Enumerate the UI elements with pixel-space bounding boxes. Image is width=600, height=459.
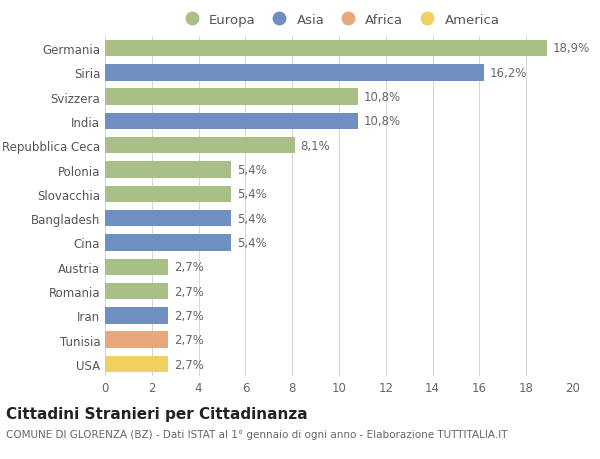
Text: 2,7%: 2,7%: [174, 309, 204, 322]
Text: 5,4%: 5,4%: [237, 164, 267, 177]
Bar: [105, 40, 547, 57]
Text: 5,4%: 5,4%: [237, 188, 267, 201]
Bar: [105, 65, 484, 81]
Text: 2,7%: 2,7%: [174, 285, 204, 298]
Text: 10,8%: 10,8%: [364, 115, 401, 128]
Text: 10,8%: 10,8%: [364, 91, 401, 104]
Text: 2,7%: 2,7%: [174, 261, 204, 274]
Bar: [105, 210, 232, 227]
Bar: [105, 332, 168, 348]
Text: 2,7%: 2,7%: [174, 334, 204, 347]
Bar: [105, 89, 358, 106]
Bar: [105, 113, 358, 130]
Bar: [105, 162, 232, 179]
Legend: Europa, Asia, Africa, America: Europa, Asia, Africa, America: [179, 14, 499, 27]
Bar: [105, 308, 168, 324]
Text: COMUNE DI GLORENZA (BZ) - Dati ISTAT al 1° gennaio di ogni anno - Elaborazione T: COMUNE DI GLORENZA (BZ) - Dati ISTAT al …: [6, 429, 508, 439]
Bar: [105, 356, 168, 373]
Bar: [105, 283, 168, 300]
Bar: [105, 138, 295, 154]
Text: 2,7%: 2,7%: [174, 358, 204, 371]
Text: 16,2%: 16,2%: [490, 67, 527, 79]
Text: 8,1%: 8,1%: [301, 140, 330, 152]
Text: 5,4%: 5,4%: [237, 212, 267, 225]
Text: 5,4%: 5,4%: [237, 236, 267, 249]
Text: 18,9%: 18,9%: [553, 42, 590, 56]
Bar: [105, 259, 168, 275]
Bar: [105, 186, 232, 203]
Text: Cittadini Stranieri per Cittadinanza: Cittadini Stranieri per Cittadinanza: [6, 406, 308, 421]
Bar: [105, 235, 232, 251]
